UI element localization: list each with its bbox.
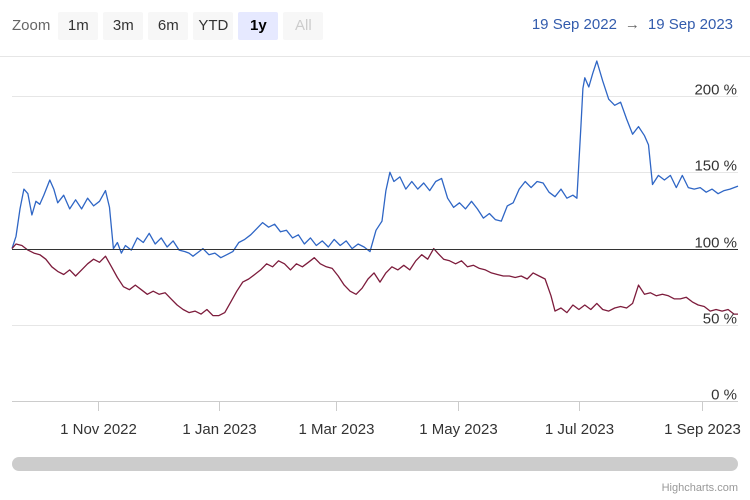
range-from-date[interactable]: 19 Sep 2022 xyxy=(531,16,617,33)
x-tick-label: 1 Jul 2023 xyxy=(545,421,614,438)
x-tick-label: 1 Nov 2022 xyxy=(60,421,137,438)
y-tick-label: 100 % xyxy=(694,235,737,252)
series-line-1 xyxy=(11,60,739,259)
y-tick-label: 200 % xyxy=(694,82,737,99)
zoom-1m-button[interactable]: 1m xyxy=(58,11,99,40)
navigator-scrollbar[interactable] xyxy=(12,457,738,471)
y-tick-label: 150 % xyxy=(694,158,737,175)
x-tick-label: 1 Jan 2023 xyxy=(182,421,256,438)
zoom-all-button: All xyxy=(283,11,324,40)
zoom-3m-button[interactable]: 3m xyxy=(103,11,144,40)
date-range-selector: 19 Sep 2022 → 19 Sep 2023 xyxy=(532,16,733,33)
series-line-2 xyxy=(11,243,738,317)
zoom-toolbar: Zoom 1m 3m 6m YTD 1y All xyxy=(12,11,328,40)
range-to-date[interactable]: 19 Sep 2023 xyxy=(647,16,733,33)
y-tick-label: 0 % xyxy=(711,387,737,404)
range-arrow-icon: → xyxy=(624,16,640,33)
y-tick-label: 50 % xyxy=(703,311,737,328)
x-tick-label: 1 Mar 2023 xyxy=(299,421,375,438)
zoom-1y-button[interactable]: 1y xyxy=(238,11,279,40)
x-tick-label: 1 Sep 2023 xyxy=(664,421,741,438)
chart-plot[interactable]: 0 % 50 % 100 % 150 % 200 % 1 Nov 2022 1 Jan 20… xyxy=(0,0,750,450)
zoom-6m-button[interactable]: 6m xyxy=(148,11,189,40)
credits-link[interactable]: Highcharts.com xyxy=(661,482,738,494)
x-tick-label: 1 May 2023 xyxy=(419,421,497,438)
zoom-ytd-button[interactable]: YTD xyxy=(193,11,234,40)
zoom-label: Zoom xyxy=(12,17,51,34)
